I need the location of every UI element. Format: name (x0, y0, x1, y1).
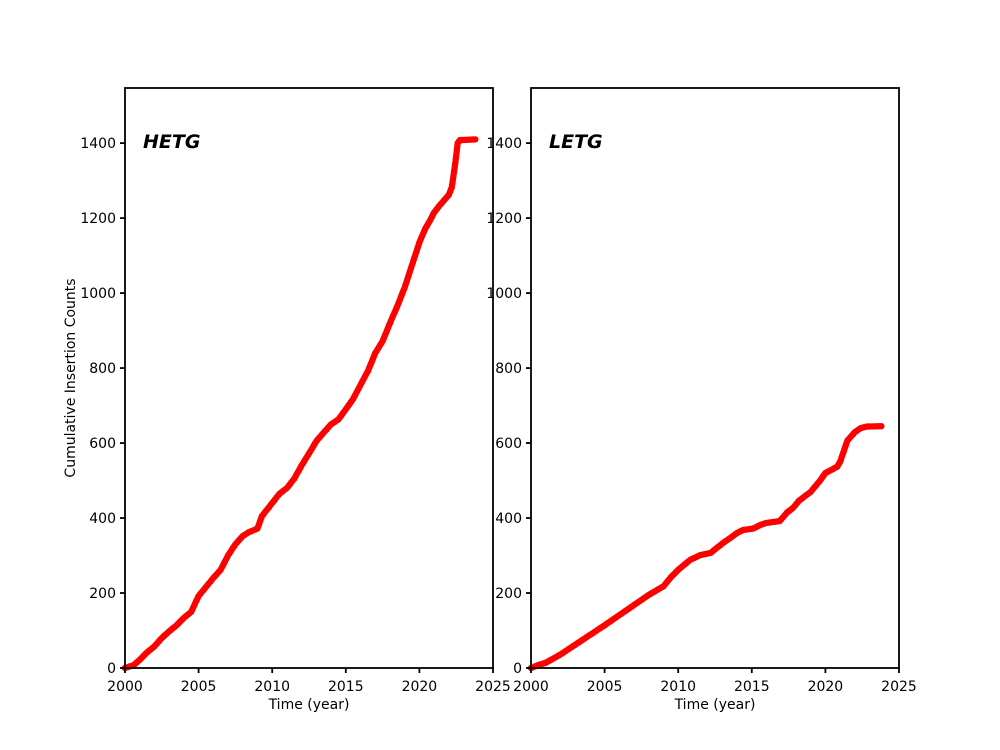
x-tick-label: 2025 (475, 679, 511, 695)
hetg-axes-frame (124, 87, 494, 669)
letg-y-axis: 0 200 400 600 800 1000 1200 1400 (486, 136, 531, 677)
letg-axes-frame (530, 87, 900, 669)
letg-plot: 2000 2005 2010 2015 2020 2025 0 200 400 600 800 100… (486, 87, 917, 713)
hetg-y-axis: 0 200 400 600 800 1000 1200 1400 (80, 136, 125, 677)
letg-x-axis: 2000 2005 2010 2015 2020 2025 (513, 668, 917, 695)
x-tick-label: 2005 (181, 679, 217, 695)
y-tick-label: 200 (89, 586, 116, 602)
y-tick-label: 200 (495, 586, 522, 602)
y-tick-label: 400 (89, 511, 116, 527)
hetg-y-axis-label: Cumulative Insertion Counts (63, 278, 79, 477)
y-tick-label: 1400 (486, 136, 522, 152)
hetg-panel-title: HETG (143, 131, 201, 153)
y-tick-label: 1400 (80, 136, 116, 152)
x-tick-label: 2015 (328, 679, 364, 695)
y-tick-label: 1200 (486, 211, 522, 227)
y-tick-label: 800 (495, 361, 522, 377)
letg-x-axis-label: Time (year) (674, 697, 756, 713)
x-tick-label: 2010 (660, 679, 696, 695)
x-tick-label: 2020 (402, 679, 438, 695)
y-tick-label: 1000 (80, 286, 116, 302)
x-tick-label: 2025 (881, 679, 917, 695)
x-tick-label: 2015 (734, 679, 770, 695)
letg-panel-title: LETG (549, 131, 603, 153)
y-tick-label: 600 (495, 436, 522, 452)
x-tick-label: 2005 (587, 679, 623, 695)
y-tick-label: 0 (107, 661, 116, 677)
hetg-plot: 2000 2005 2010 2015 2020 2025 0 200 400 600 800 100… (63, 87, 511, 713)
y-tick-label: 1200 (80, 211, 116, 227)
y-tick-label: 400 (495, 511, 522, 527)
y-tick-label: 600 (89, 436, 116, 452)
x-tick-label: 2020 (808, 679, 844, 695)
hetg-x-axis: 2000 2005 2010 2015 2020 2025 (107, 668, 511, 695)
x-tick-label: 2010 (254, 679, 290, 695)
hetg-data-series (121, 136, 479, 672)
y-tick-label: 1000 (486, 286, 522, 302)
data-point (878, 423, 885, 430)
x-tick-label: 2000 (513, 679, 549, 695)
y-tick-label: 800 (89, 361, 116, 377)
x-tick-label: 2000 (107, 679, 143, 695)
letg-data-series (527, 423, 885, 672)
hetg-x-axis-label: Time (year) (268, 697, 350, 713)
y-tick-label: 0 (513, 661, 522, 677)
data-point (472, 136, 479, 143)
